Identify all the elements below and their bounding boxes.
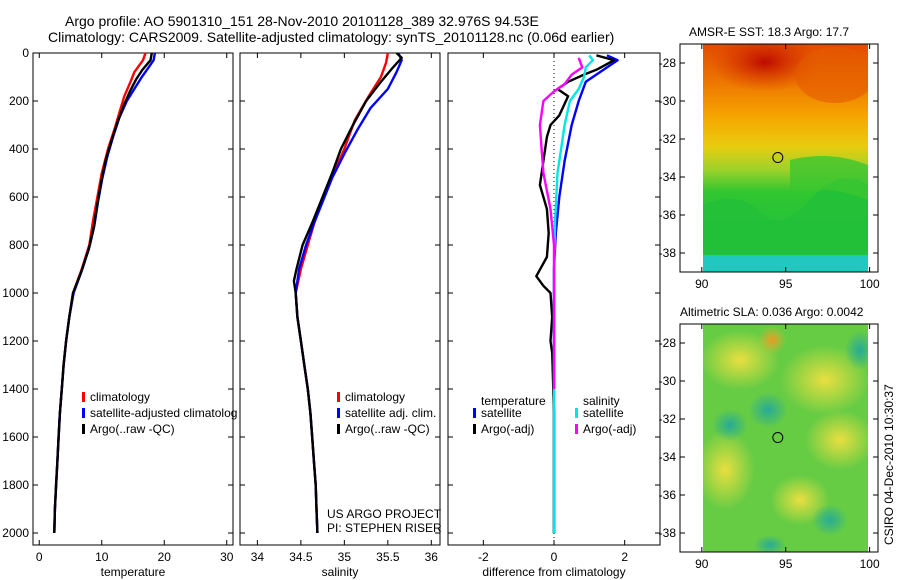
x-tick-label: 10 — [95, 550, 109, 564]
sla-map-frame — [679, 323, 879, 553]
credits-line2: PI: STEPHEN RISER — [327, 521, 442, 535]
y-tick-label: 400 — [9, 142, 29, 156]
map-y-tick-label: -38 — [659, 246, 677, 260]
salinity-profile-frame — [239, 52, 441, 546]
map-x-tick-label: 100 — [860, 277, 880, 291]
y-tick-label: 200 — [9, 94, 29, 108]
legend-swatch — [337, 424, 340, 434]
series-line-cyan — [552, 54, 595, 533]
y-tick-label: 800 — [9, 238, 29, 252]
map-x-tick-label: 100 — [860, 557, 880, 571]
legend-swatch — [82, 392, 85, 402]
legend-label: climatology — [345, 390, 405, 404]
x-tick-label: 36 — [425, 550, 439, 564]
y-tick-label: 600 — [9, 190, 29, 204]
legend-label: satellite adj. clim. — [345, 406, 436, 420]
y-tick-label: 0 — [22, 46, 29, 60]
float-location-marker — [772, 432, 784, 444]
series-line-magenta — [538, 57, 584, 389]
float-location-marker — [772, 152, 784, 164]
y-tick-label: 1600 — [2, 430, 29, 444]
legend-label: satellite-adjusted climatolog — [90, 406, 237, 420]
x-tick-label: 35 — [338, 550, 352, 564]
series-line-blue — [53, 52, 157, 534]
header-line2: Climatology: CARS2009. Satellite-adjuste… — [48, 29, 614, 45]
legend-label: satellite — [583, 406, 624, 420]
map-y-tick-label: -28 — [659, 56, 677, 70]
y-tick-label: 1200 — [2, 334, 29, 348]
x-tick-label: 30 — [220, 550, 234, 564]
map-x-tick-label: 95 — [779, 557, 793, 571]
series-line-black — [292, 52, 403, 534]
credits-line1: US ARGO PROJECT — [327, 507, 442, 521]
map-x-tick-label: 90 — [695, 277, 709, 291]
x-tick-label: 20 — [158, 550, 172, 564]
map-y-tick-label: -30 — [659, 374, 677, 388]
map-y-tick-label: -38 — [659, 526, 677, 540]
map-y-tick-label: -32 — [659, 132, 677, 146]
x-tick-label: 35.5 — [376, 550, 400, 564]
map-y-tick-label: -34 — [659, 170, 677, 184]
y-tick-label: 2000 — [2, 526, 29, 540]
map-y-tick-label: -32 — [659, 412, 677, 426]
legend-swatch — [473, 424, 476, 434]
temperature-profile-xlabel: temperature — [101, 565, 166, 579]
sla-map-title: Altimetric SLA: 0.036 Argo: 0.0042 — [680, 305, 864, 319]
sst-map-title: AMSR-E SST: 18.3 Argo: 17.7 — [689, 25, 849, 39]
series-line-red — [294, 52, 389, 534]
series-line-blue — [294, 52, 403, 534]
map-y-tick-label: -34 — [659, 450, 677, 464]
map-y-tick-label: -28 — [659, 336, 677, 350]
series-line-black — [535, 54, 616, 533]
legend-swatch — [337, 392, 340, 402]
y-tick-label: 1000 — [2, 286, 29, 300]
legend-swatch — [575, 424, 578, 434]
legend-swatch — [337, 408, 340, 418]
sla-map-field — [703, 324, 868, 552]
map-y-tick-label: -36 — [659, 488, 677, 502]
legend-label: satellite — [481, 406, 522, 420]
map-y-tick-label: -30 — [659, 94, 677, 108]
legend-swatch — [473, 408, 476, 418]
sst-map-frame — [679, 43, 879, 273]
salinity-profile-xlabel: salinity — [322, 565, 359, 579]
x-tick-label: 0 — [551, 550, 558, 564]
legend-swatch — [82, 424, 85, 434]
legend-label: Argo(..raw -QC) — [345, 422, 430, 436]
map-x-tick-label: 95 — [779, 277, 793, 291]
header-line1: Argo profile: AO 5901310_151 28-Nov-2010… — [65, 13, 539, 29]
legend-label: Argo(..raw -QC) — [90, 422, 175, 436]
legend-swatch — [575, 408, 578, 418]
y-tick-label: 1800 — [2, 478, 29, 492]
legend-label: climatology — [90, 390, 150, 404]
x-tick-label: 34 — [251, 550, 265, 564]
difference-profile-xlabel: difference from climatology — [482, 565, 625, 579]
series-line-black — [53, 52, 153, 534]
temperature-profile-frame — [32, 52, 234, 546]
y-tick-label: 1400 — [2, 382, 29, 396]
series-line-red — [53, 52, 147, 534]
legend-title-temperature: temperature — [481, 394, 546, 408]
legend-label: Argo(-adj) — [583, 422, 636, 436]
side-stamp: CSIRO 04-Dec-2010 10:30:37 — [882, 384, 896, 545]
map-y-tick-label: -36 — [659, 208, 677, 222]
map-x-tick-label: 90 — [695, 557, 709, 571]
legend-label: Argo(-adj) — [481, 422, 534, 436]
sst-map-field — [703, 44, 868, 272]
x-tick-label: -2 — [478, 550, 489, 564]
x-tick-label: 2 — [621, 550, 628, 564]
x-tick-label: 34.5 — [289, 550, 313, 564]
legend-title-salinity: salinity — [583, 394, 620, 408]
legend-swatch — [82, 408, 85, 418]
x-tick-label: 0 — [36, 550, 43, 564]
